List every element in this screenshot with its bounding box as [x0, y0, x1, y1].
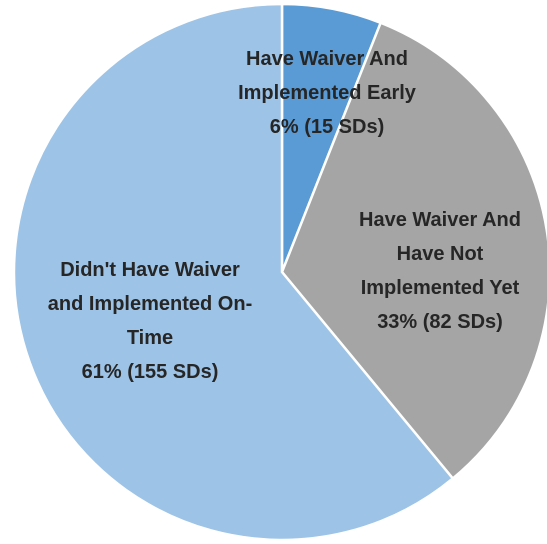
category-label: Have Waiver And Implemented Early [238, 48, 416, 104]
slice-label: Didn't Have Waiver and Implemented On-Ti… [43, 253, 258, 389]
category-label: Didn't Have Waiver and Implemented On-Ti… [47, 259, 253, 349]
value-label: 6% (15 SDs) [269, 116, 385, 138]
value-label: 33% (82 SDs) [377, 311, 503, 333]
value-label: 61% (155 SDs) [81, 361, 219, 383]
category-label: Have Waiver And Have Not Implemented Yet [359, 209, 521, 299]
slice-label: Have Waiver And Have Not Implemented Yet… [340, 203, 540, 339]
pie-slice [12, 2, 455, 542]
slice-label: Have Waiver And Implemented Early 6% (15 … [212, 42, 442, 144]
